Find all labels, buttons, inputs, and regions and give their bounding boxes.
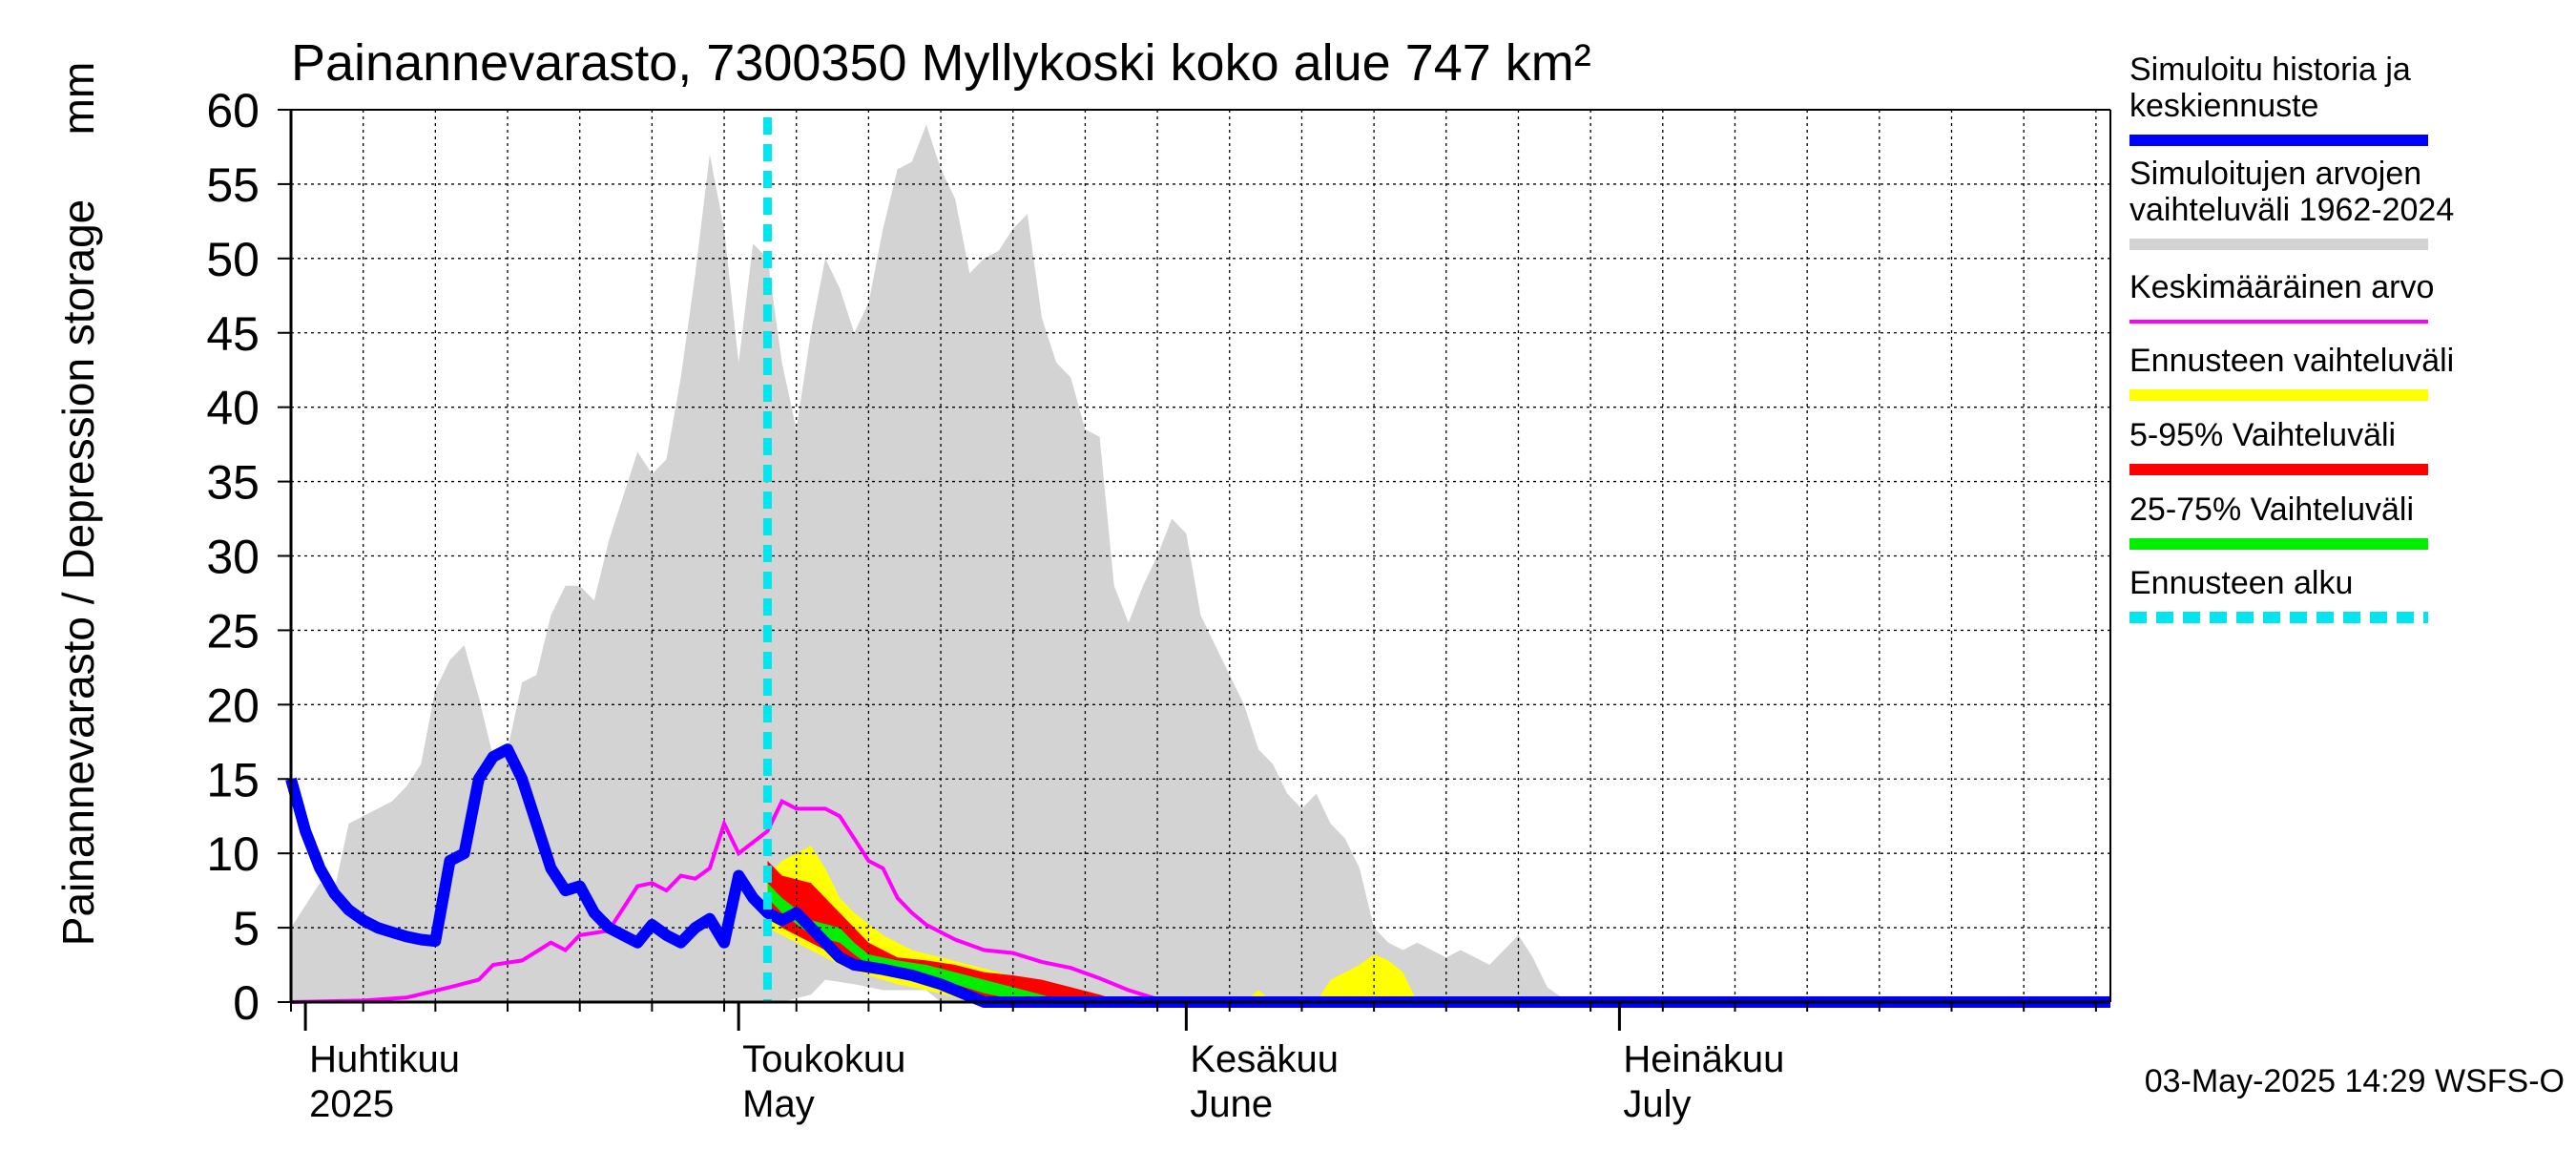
legend-label-line2: keskiennuste <box>2129 88 2318 124</box>
y-tick-label: 5 <box>233 902 260 955</box>
layer-bands <box>291 124 2110 1003</box>
chart-title: Painannevarasto, 7300350 Myllykoski koko… <box>291 34 1591 92</box>
x-month-sublabel: June <box>1190 1083 1273 1125</box>
layer-grid <box>291 110 2110 1002</box>
legend-label: Ennusteen vaihteluväli <box>2129 343 2454 379</box>
x-month-label: Kesäkuu <box>1190 1038 1339 1080</box>
y-tick-label: 15 <box>206 753 260 806</box>
y-tick-label: 40 <box>206 382 260 435</box>
x-month-label: Toukokuu <box>742 1038 905 1080</box>
x-month-sublabel: 2025 <box>309 1083 394 1125</box>
y-axis-label: Painannevarasto / Depression storage <box>53 199 103 946</box>
y-axis-label-group: Painannevarasto / Depression storage <box>53 199 103 946</box>
footer-timestamp: 03-May-2025 14:29 WSFS-O <box>2145 1063 2565 1099</box>
mean-line <box>290 798 2110 1004</box>
y-axis-unit: mm <box>53 62 103 136</box>
x-month-label: Huhtikuu <box>309 1038 460 1080</box>
legend-label: 5-95% Vaihteluväli <box>2129 417 2396 453</box>
y-tick-label: 20 <box>206 679 260 732</box>
x-month-label: Heinäkuu <box>1623 1038 1784 1080</box>
layer-lines <box>285 117 2110 1008</box>
x-month-sublabel: May <box>742 1083 815 1125</box>
y-tick-label: 50 <box>206 233 260 286</box>
y-tick-label: 55 <box>206 158 260 212</box>
x-month-sublabel: July <box>1623 1083 1691 1125</box>
legend-label: 25-75% Vaihteluväli <box>2129 491 2414 528</box>
y-tick-label: 0 <box>233 976 260 1030</box>
y-tick-label: 25 <box>206 604 260 658</box>
legend-label: Ennusteen alku <box>2129 565 2353 601</box>
legend-label: Simuloitu historia ja <box>2129 52 2411 88</box>
legend-label: Keskimääräinen arvo <box>2129 269 2434 305</box>
layer-axes: 051015202530354045505560Huhtikuu2025Touk… <box>206 84 2111 1125</box>
y-tick-label: 60 <box>206 84 260 137</box>
history-range-band <box>291 124 2110 1003</box>
y-axis-unit-group: mm <box>53 62 103 136</box>
y-tick-label: 45 <box>206 307 260 361</box>
y-tick-label: 35 <box>206 456 260 510</box>
legend-label: Simuloitujen arvojen <box>2129 156 2421 192</box>
y-tick-label: 10 <box>206 827 260 881</box>
legend-label-line2: vaihteluväli 1962-2024 <box>2129 192 2454 228</box>
y-tick-label: 30 <box>206 531 260 584</box>
simulated-line <box>285 743 2110 1008</box>
